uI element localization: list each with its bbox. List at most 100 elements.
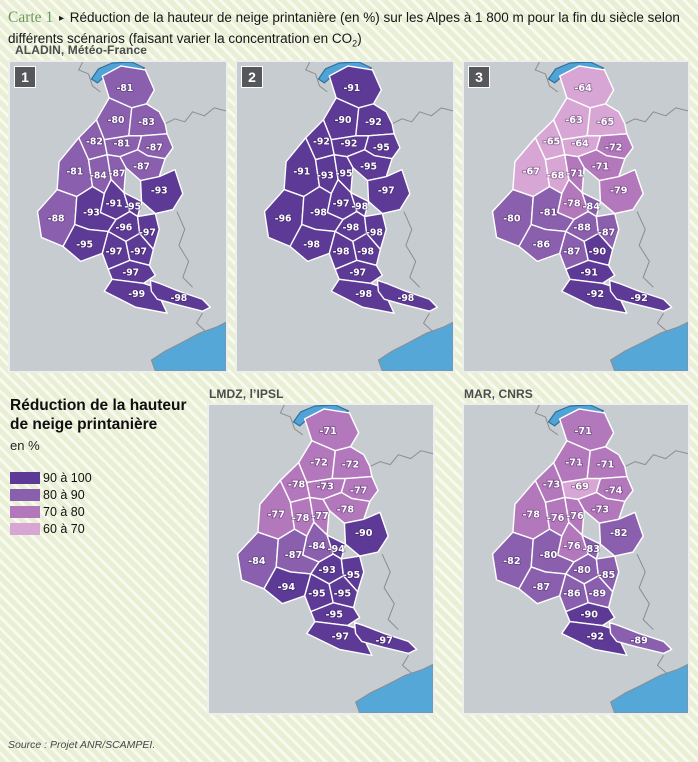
map-region-label: -69 bbox=[571, 482, 589, 493]
country-border-line bbox=[78, 62, 101, 93]
map-region bbox=[608, 621, 673, 655]
map-region-label: -95 bbox=[326, 610, 343, 621]
country-border-line bbox=[305, 62, 328, 93]
map-region-label: -78 bbox=[337, 504, 355, 515]
map-region bbox=[352, 232, 382, 267]
map-region-label: -80 bbox=[540, 550, 558, 561]
map-region-label: -94 bbox=[328, 544, 346, 555]
map-region-label: -78 bbox=[288, 480, 306, 491]
map-region-label: -98 bbox=[310, 207, 327, 218]
map-region-label: -90 bbox=[581, 610, 599, 621]
map-region-label: -78 bbox=[292, 513, 310, 524]
map-region-label: -77 bbox=[267, 509, 284, 520]
legend-swatch-70-80 bbox=[10, 506, 40, 519]
map-region-label: -80 bbox=[108, 115, 125, 126]
map-region-label: -97 bbox=[122, 267, 139, 278]
map-region-label: -98 bbox=[333, 246, 350, 257]
map-region bbox=[583, 575, 614, 609]
map-region-label: -64 bbox=[571, 139, 589, 150]
legend-label-70-80: 70 à 80 bbox=[43, 505, 85, 520]
map-region-label: -64 bbox=[574, 83, 592, 94]
model-label-lmdz: LMDZ, l’IPSL bbox=[209, 387, 284, 401]
alps-map-svg: -64-63 -65-65 -64 -72-71-67 -68 -71-79-78 -84-… bbox=[464, 62, 688, 371]
map-region-label: -73 bbox=[543, 480, 560, 491]
sea-shape bbox=[377, 321, 453, 371]
map-region-label: -99 bbox=[128, 289, 145, 300]
map-region-label: -96 bbox=[115, 222, 132, 233]
map-region-label: -97 bbox=[349, 267, 366, 278]
legend-row: 90 à 100 bbox=[10, 470, 205, 487]
map-region-label: -88 bbox=[48, 213, 65, 224]
legend-title-line2: de neige printanière bbox=[10, 416, 158, 434]
map-region-label: -74 bbox=[605, 486, 623, 497]
legend-label-90-100: 90 à 100 bbox=[43, 471, 92, 486]
map-region-label: -92 bbox=[341, 139, 358, 150]
map-region-label: -76 bbox=[547, 513, 565, 524]
map-region-label: -97 bbox=[333, 198, 350, 209]
sea-shape bbox=[610, 663, 688, 713]
map-region-label: -96 bbox=[275, 213, 292, 224]
sea-shape bbox=[355, 663, 433, 713]
map-region-label: -78 bbox=[563, 199, 581, 210]
legend-row: 80 à 90 bbox=[10, 487, 205, 504]
map-region-label: -98 bbox=[355, 289, 372, 300]
model-label-aladin: ALADIN, Météo-France bbox=[15, 43, 148, 57]
sea-shape bbox=[150, 321, 226, 371]
map-region bbox=[595, 555, 620, 593]
map-region-label: -84 bbox=[248, 556, 266, 567]
country-border-line bbox=[369, 450, 433, 468]
map-region-label: -98 bbox=[170, 293, 187, 304]
map-panel-lmdz: -71 -72 -72 -78 -73 -77 -78 -77 -78 -77 -90 -84 -94-… bbox=[207, 403, 435, 715]
map-region-label: -92 bbox=[313, 137, 330, 148]
map-region-label: -86 bbox=[533, 239, 551, 250]
map-region-label: -73 bbox=[316, 482, 333, 493]
map-region-label: -71 bbox=[574, 426, 591, 437]
map-region-label: -82 bbox=[86, 137, 103, 148]
map-region bbox=[333, 154, 354, 194]
figure-title: Carte 1 ▸ Réduction de la hauteur de nei… bbox=[8, 6, 692, 51]
alps-map-svg: -81-80 -83-82 -81 -87-87-81 -84 -87-93-91 -95-… bbox=[10, 62, 226, 371]
co2-subscript: 2 bbox=[352, 38, 358, 49]
map-region-label: -93 bbox=[318, 565, 335, 576]
alps-map-svg: -91-90 -92-92 -92 -95-95-91 -93 -95-97-97 -98-… bbox=[237, 62, 453, 371]
map-region bbox=[125, 232, 155, 267]
map-region-label: -95 bbox=[308, 589, 325, 600]
map-region bbox=[106, 154, 127, 194]
map-region-label: -77 bbox=[311, 511, 328, 522]
map-region bbox=[328, 575, 359, 609]
map-region-label: -76 bbox=[563, 541, 581, 552]
map-region-label: -65 bbox=[597, 117, 614, 128]
map-region-label: -95 bbox=[373, 143, 390, 154]
map-region-label: -71 bbox=[565, 458, 582, 469]
map-region-label: -83 bbox=[138, 117, 155, 128]
country-border-line bbox=[403, 211, 420, 288]
scenario-badge-3: 3 bbox=[468, 66, 490, 88]
map-panel-scenario-2: 2 -91 -90 -92 -92 -92 -95 -95 -91 -93 -95 -97 -97 -9… bbox=[235, 60, 455, 373]
map-region bbox=[598, 168, 644, 215]
figure-kicker: Carte 1 bbox=[8, 9, 54, 26]
map-region-label: -91 bbox=[293, 167, 310, 178]
figure-title-close: ) bbox=[357, 31, 362, 47]
map-region-label: -97 bbox=[378, 186, 395, 197]
map-region-label: -95 bbox=[334, 589, 351, 600]
map-region bbox=[564, 496, 585, 536]
map-region bbox=[343, 511, 389, 557]
map-region-label: -73 bbox=[592, 504, 609, 515]
map-region bbox=[309, 496, 330, 536]
map-region-label: -84 bbox=[583, 202, 601, 213]
map-region-label: -93 bbox=[83, 207, 100, 218]
map-panel-scenario-3: 3 -64 -63 -65 -65 -64 -72 -71 -67 -68 -71 -79 -78 -8… bbox=[462, 60, 690, 373]
map-region-label: -68 bbox=[547, 171, 565, 182]
map-region bbox=[353, 621, 418, 655]
map-region-label: -65 bbox=[543, 137, 560, 148]
map-region-label: -91 bbox=[581, 267, 598, 278]
map-region-label: -90 bbox=[589, 246, 607, 257]
map-region bbox=[595, 212, 620, 251]
map-region-label: -87 bbox=[533, 582, 550, 593]
alps-map-svg: -71-71 -71-73 -69 -74-73-78 -76 -76-82-76 -83-… bbox=[464, 405, 688, 713]
map-region-label: -92 bbox=[587, 289, 604, 300]
map-region-label: -97 bbox=[332, 632, 349, 643]
map-region-label: -83 bbox=[583, 544, 600, 555]
map-region bbox=[139, 168, 184, 215]
map-region-label: -81 bbox=[114, 139, 131, 150]
